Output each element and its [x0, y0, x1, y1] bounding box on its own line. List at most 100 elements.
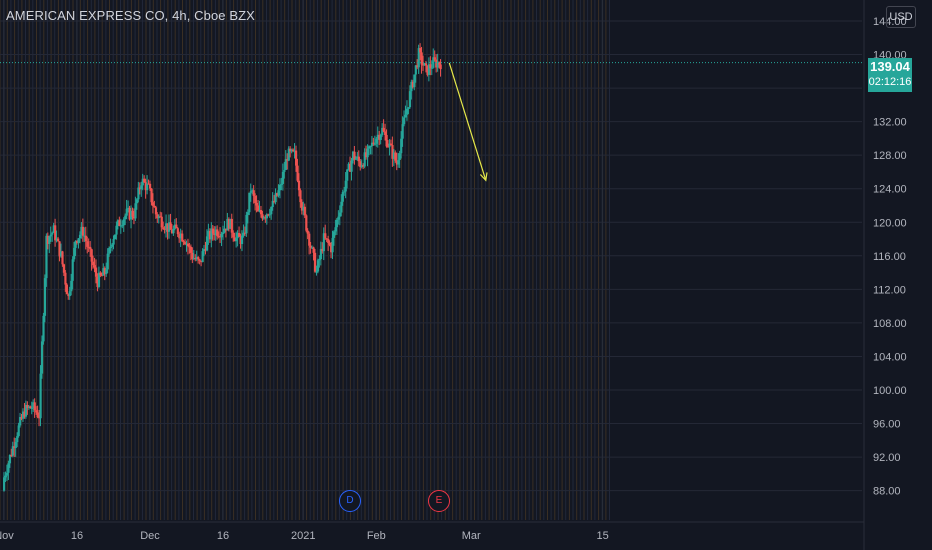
candle-body — [94, 267, 98, 277]
candle — [135, 198, 139, 210]
candle-body — [436, 62, 439, 68]
candle-body — [24, 404, 28, 417]
candle — [86, 236, 89, 254]
candle-body — [295, 150, 298, 166]
candle-body — [224, 228, 228, 231]
candle-body — [381, 127, 384, 136]
candle — [239, 233, 242, 249]
candle — [156, 212, 159, 223]
candle — [426, 65, 429, 77]
candle — [430, 60, 433, 76]
candle — [397, 153, 400, 168]
candle-body — [102, 268, 105, 276]
candle-body — [210, 228, 213, 240]
candle — [191, 247, 194, 264]
candle-body — [159, 216, 162, 218]
candle-body — [223, 228, 226, 233]
candle-body — [235, 238, 238, 242]
candle-body — [33, 402, 36, 411]
candle — [211, 225, 214, 241]
bar-countdown: 02:12:16 — [868, 76, 912, 88]
candle-body — [194, 258, 197, 260]
candle-body — [71, 259, 74, 281]
candle-body — [100, 275, 104, 277]
candle — [379, 133, 382, 145]
candle — [49, 226, 52, 242]
candle — [427, 57, 431, 82]
candle-body — [132, 216, 136, 219]
candle-body — [184, 242, 187, 245]
candle — [315, 265, 318, 276]
candle — [222, 225, 225, 240]
candle-body — [163, 228, 166, 230]
candle-body — [195, 257, 198, 260]
x-tick-label: Nov — [0, 530, 14, 542]
candle-body — [423, 63, 426, 66]
candle-body — [416, 65, 419, 68]
candle-body — [354, 158, 358, 160]
candle-body — [379, 135, 382, 140]
candle — [351, 150, 355, 164]
candle-body — [362, 165, 365, 167]
candle — [30, 401, 33, 415]
last-price: 139.04 — [870, 59, 910, 74]
candle-body — [182, 241, 185, 243]
candle-body — [51, 232, 54, 235]
earnings-event-marker[interactable]: E — [428, 490, 450, 512]
candle — [143, 175, 146, 184]
candle — [80, 222, 83, 239]
candle-body — [29, 406, 32, 409]
candle — [419, 43, 422, 61]
candle — [305, 214, 308, 233]
candle-body — [149, 183, 152, 189]
candle-body — [398, 153, 401, 160]
candle — [318, 255, 321, 268]
candle-body — [125, 208, 128, 216]
candle — [308, 231, 311, 255]
candle-body — [373, 143, 377, 145]
dividend-event-marker[interactable]: D — [339, 490, 361, 512]
candle-body — [384, 131, 387, 135]
currency-button[interactable]: USD — [886, 6, 916, 28]
candle-body — [198, 259, 201, 261]
candle — [36, 405, 39, 419]
candle — [403, 110, 406, 127]
candle — [343, 186, 346, 196]
candle-body — [308, 233, 311, 246]
candle-body — [276, 193, 279, 196]
candle — [297, 173, 301, 197]
candle-body — [359, 161, 362, 168]
candle — [432, 48, 435, 69]
candle-body — [327, 238, 330, 243]
candle-body — [115, 225, 118, 235]
candle — [370, 136, 374, 155]
candle — [268, 208, 271, 218]
candle — [219, 227, 222, 244]
candle-body — [99, 272, 102, 276]
candle — [372, 137, 375, 146]
candle-body — [106, 253, 109, 270]
candle-body — [281, 171, 285, 184]
candle-body — [203, 249, 206, 252]
candle-body — [167, 222, 171, 232]
candle-body — [293, 150, 296, 152]
candle-body — [335, 219, 339, 228]
candle — [181, 230, 184, 242]
candle-body — [261, 214, 264, 219]
candle-body — [186, 243, 190, 247]
candle-body — [408, 91, 412, 108]
candle-body — [386, 146, 390, 148]
candle — [188, 242, 191, 254]
candle — [286, 153, 289, 170]
candle — [306, 228, 309, 240]
candle-body — [80, 226, 83, 235]
x-tick-label: 16 — [71, 530, 83, 542]
candle-body — [121, 225, 124, 227]
candle — [111, 243, 114, 252]
candle-body — [89, 246, 92, 250]
candle-body — [14, 442, 17, 449]
candle-body — [191, 252, 194, 260]
candle — [382, 119, 385, 133]
candle — [378, 131, 381, 145]
